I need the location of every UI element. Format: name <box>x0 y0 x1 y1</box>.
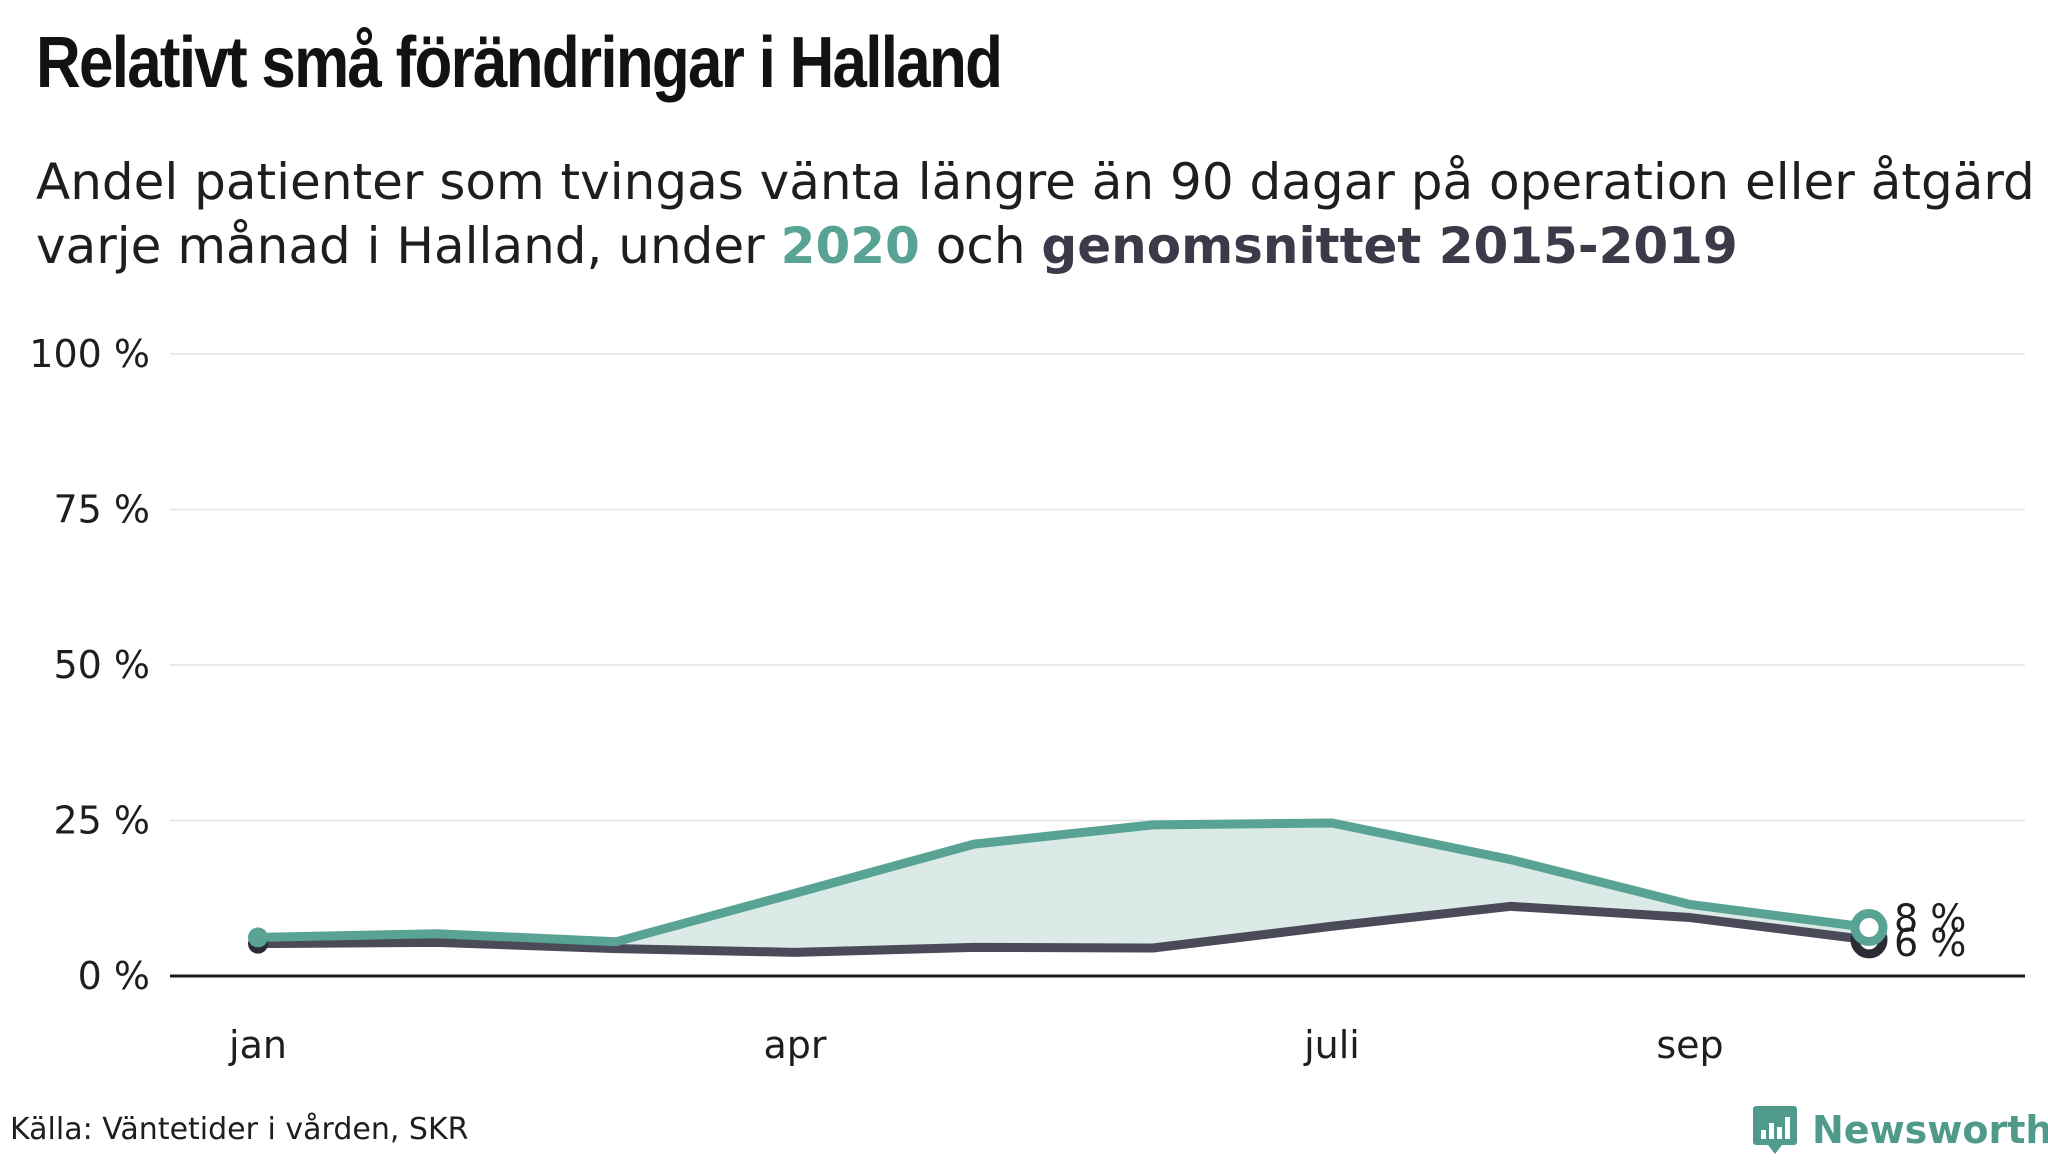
x-tick-label: sep <box>1656 1023 1723 1067</box>
y-tick-label: 25 % <box>53 799 150 843</box>
x-tick-label: juli <box>1303 1023 1360 1067</box>
subtitle-highlight-average: genomsnittet 2015-2019 <box>1041 217 1738 275</box>
subtitle-highlight-2020: 2020 <box>780 217 920 275</box>
subtitle-line-2: varje månad i Halland, under 2020 och ge… <box>36 214 2036 278</box>
series-line-average <box>253 901 1874 957</box>
y-tick-label: 100 % <box>29 332 150 376</box>
series-start-point-2020 <box>248 927 268 948</box>
subtitle-line-1: Andel patienter som tvingas vänta längre… <box>36 153 2035 211</box>
x-tick-label: jan <box>228 1023 287 1067</box>
chart-title: Relativt små förändringar i Halland <box>36 23 1003 103</box>
series-end-label-average: 6 % <box>1894 921 1966 965</box>
series-end-point-2020 <box>1850 908 1888 946</box>
series-end-label-2020: 8 % <box>1894 896 1966 940</box>
brand: Newsworthy <box>1752 1100 2048 1160</box>
difference-area <box>258 822 1869 953</box>
bar-chart-logo-icon <box>1753 1106 1797 1154</box>
y-tick-label: 75 % <box>53 488 150 532</box>
source-note: Källa: Väntetider i vården, SKR <box>10 1112 469 1147</box>
series-line-2020 <box>253 818 1874 947</box>
y-tick-label: 50 % <box>53 643 150 687</box>
x-tick-label: apr <box>763 1023 826 1067</box>
y-tick-label: 0 % <box>78 954 150 998</box>
chart-subtitle: Andel patienter som tvingas vänta längre… <box>36 150 2036 278</box>
brand-name: Newsworthy <box>1812 1108 2048 1152</box>
subtitle-connector: och <box>935 217 1026 275</box>
subtitle-prefix: varje månad i Halland, under <box>36 217 765 275</box>
